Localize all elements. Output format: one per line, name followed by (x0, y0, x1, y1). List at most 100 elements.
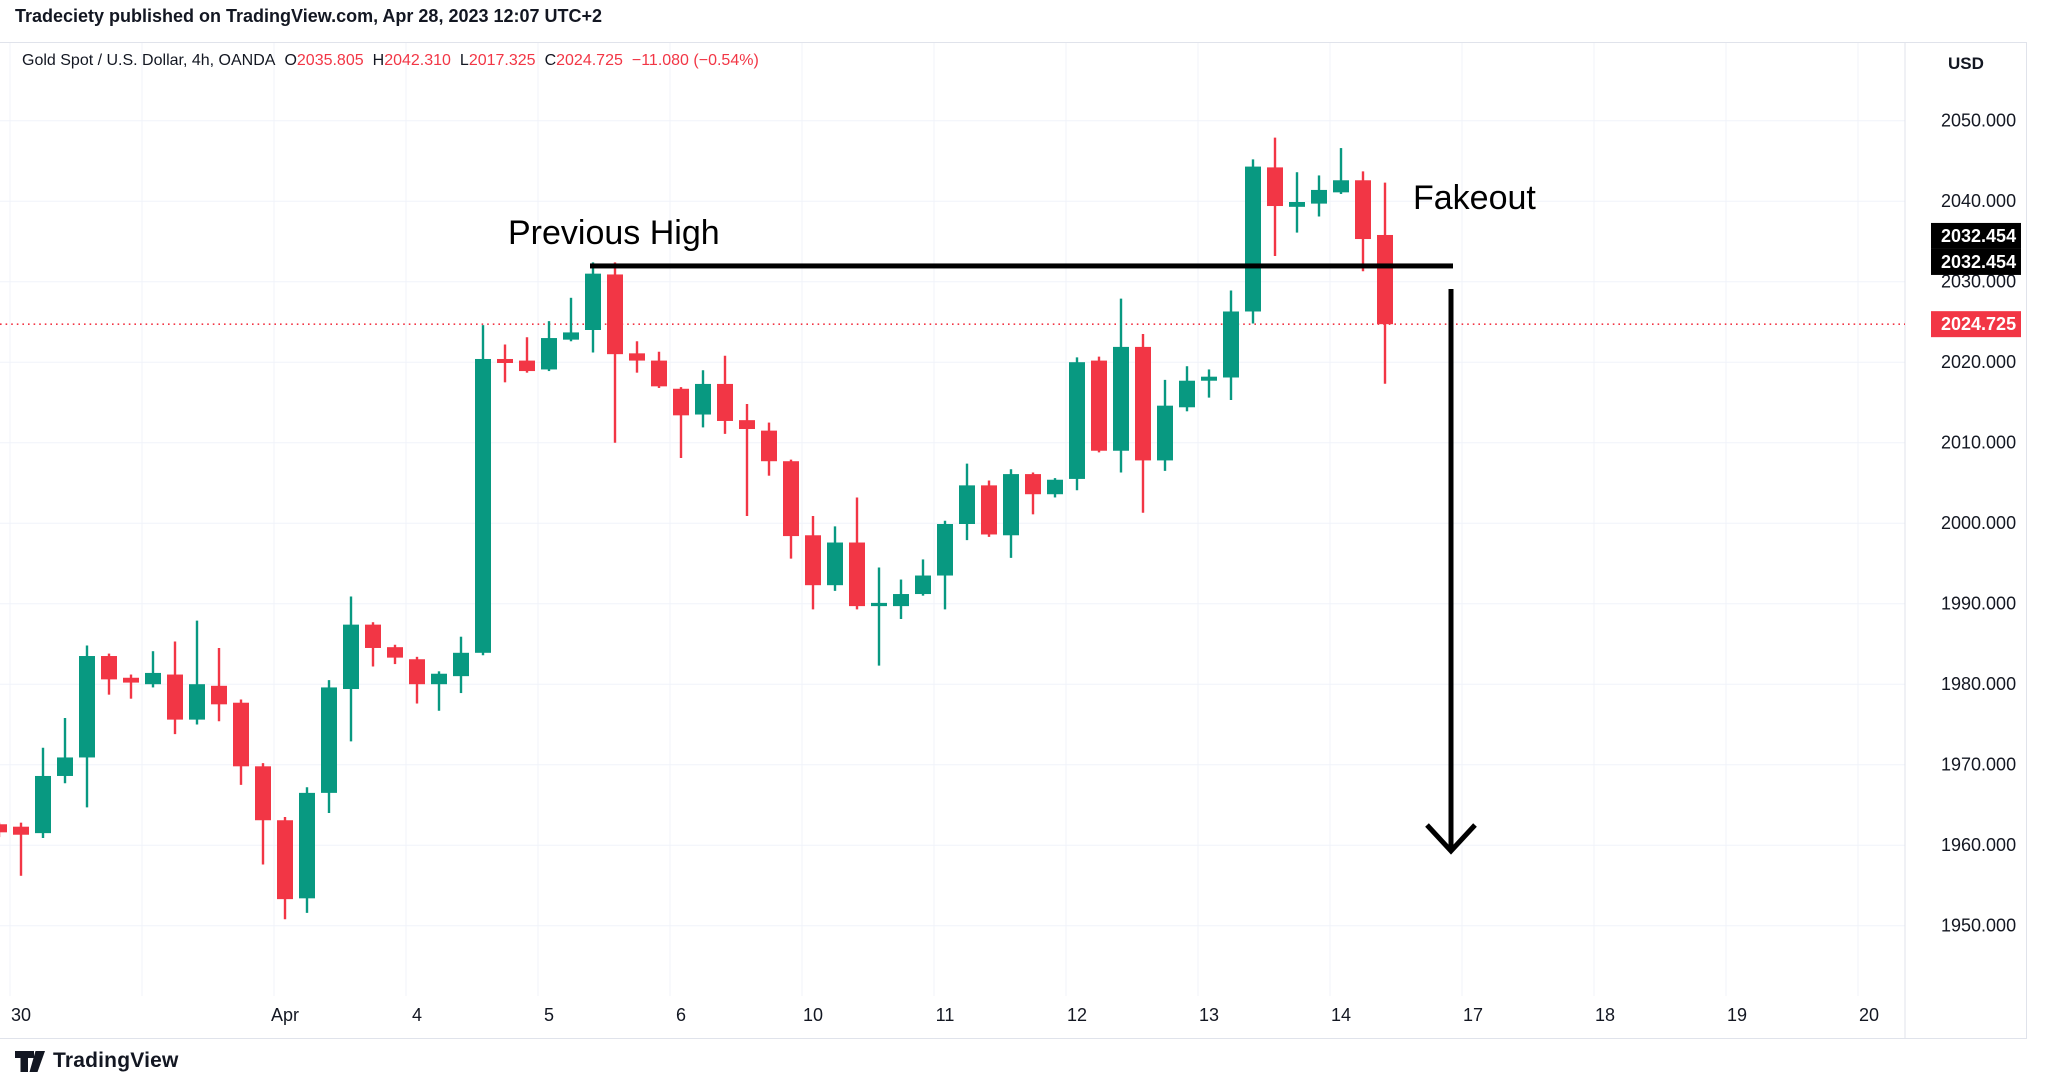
candle-body (673, 388, 689, 416)
candle-body (1223, 311, 1239, 378)
time-axis-label[interactable]: 10 (803, 1005, 823, 1025)
price-tick-label: 1990.000 (1941, 594, 2016, 614)
candle-body (1091, 360, 1107, 451)
candle-body (805, 535, 821, 586)
time-axis-label[interactable]: Apr (271, 1005, 299, 1025)
tradingview-footer[interactable]: TradingView (14, 1049, 179, 1073)
price-tick-label: 2030.000 (1941, 272, 2016, 292)
candle-body (167, 674, 183, 720)
time-axis-label[interactable]: 11 (936, 1005, 955, 1025)
price-tick-label: 1960.000 (1941, 835, 2016, 855)
legend-ohlc-key: H (372, 52, 385, 69)
candle-body (299, 792, 315, 899)
candle-body (739, 420, 755, 430)
time-axis-label[interactable]: 6 (676, 1005, 686, 1025)
candle-body (57, 757, 73, 776)
candle-body (1289, 202, 1305, 207)
candle-body (1355, 180, 1371, 240)
time-axis-label[interactable]: 14 (1331, 1005, 1351, 1025)
candle-body (189, 684, 205, 720)
candle-body (475, 358, 491, 653)
candle-body (431, 673, 447, 685)
fakeout-arrow-head[interactable] (1425, 823, 1477, 855)
fakeout-label[interactable]: Fakeout (1413, 179, 1536, 217)
candle-body (101, 656, 117, 680)
price-badge (1931, 222, 2021, 249)
candle-body (1135, 346, 1151, 461)
legend-ohlc-value: 2024.725 (556, 52, 623, 69)
price-tick-label: 2040.000 (1941, 191, 2016, 211)
candle-body (717, 383, 733, 421)
candle-body (915, 575, 931, 595)
candle-body (563, 332, 579, 340)
candle-body (1113, 346, 1129, 451)
price-tick-label: 2050.000 (1941, 111, 2016, 131)
price-badge-label: 2024.725 (1941, 314, 2016, 334)
time-axis-label[interactable]: 20 (1859, 1005, 1879, 1025)
candle-body (651, 360, 667, 387)
price-badge (1931, 311, 2021, 338)
time-axis-label[interactable]: 12 (1067, 1005, 1087, 1025)
legend-change: −11.080 (−0.54%) (631, 52, 759, 69)
symbol-legend[interactable]: Gold Spot / U.S. Dollar, 4h, OANDA O2035.… (22, 52, 759, 70)
candlestick-chart-canvas[interactable]: USD Previous High Fakeout 2050.000 2040.000 2… (0, 43, 2026, 1038)
candle-body (409, 659, 425, 685)
candle-body (497, 358, 513, 364)
candle-body (1179, 380, 1195, 408)
candle-body (35, 775, 51, 834)
legend-ohlc-key: C (544, 52, 557, 69)
time-axis-label[interactable]: 13 (1199, 1005, 1219, 1025)
candle-body (1047, 479, 1063, 495)
candle-body (343, 624, 359, 690)
candle-body (1267, 167, 1283, 207)
candle-body (321, 687, 337, 793)
candle-body (871, 602, 887, 607)
candle-body (1069, 362, 1085, 479)
candle-body (827, 542, 843, 586)
tradingview-logo-icon (15, 1050, 45, 1072)
attribution-text: Tradeciety published on TradingView.com,… (15, 6, 603, 26)
time-axis-label[interactable]: 19 (1727, 1005, 1747, 1025)
legend-ohlc-value: 2035.805 (296, 52, 364, 69)
candle-body (1025, 474, 1041, 495)
legend-ohlc-value: 2042.310 (384, 52, 451, 69)
candle-body (1003, 474, 1019, 536)
candle-body (959, 485, 975, 525)
price-axis-currency: USD (1948, 54, 1984, 73)
candle-body (1311, 189, 1327, 204)
price-badge (1931, 248, 2021, 275)
symbol-title: Gold Spot / U.S. Dollar, 4h, OANDA (22, 52, 276, 69)
chart-widget: Gold Spot / U.S. Dollar, 4h, OANDA O2035.… (0, 42, 2027, 1039)
candle-body (849, 542, 865, 607)
price-tick-label: 1980.000 (1941, 674, 2016, 694)
time-axis-label[interactable]: 4 (412, 1005, 422, 1025)
candle-body (277, 820, 293, 900)
price-tick-label: 2000.000 (1941, 513, 2016, 533)
candle-body (255, 766, 271, 821)
time-axis-label[interactable]: 30 (11, 1005, 31, 1025)
price-tick-label: 2020.000 (1941, 352, 2016, 372)
time-axis-label[interactable]: 5 (544, 1005, 554, 1025)
previous-high-label[interactable]: Previous High (508, 214, 720, 252)
legend-ohlc-key: O (284, 52, 297, 69)
candle-body (145, 672, 161, 685)
candle-body (453, 652, 469, 677)
price-badge-label: 2032.454 (1941, 252, 2016, 272)
time-axis-label[interactable]: 18 (1595, 1005, 1615, 1025)
candle-body (541, 338, 557, 370)
previous-high-line[interactable] (590, 263, 1453, 269)
time-axis-label[interactable]: 17 (1463, 1005, 1483, 1025)
candle-body (761, 430, 777, 462)
candle-body (629, 353, 645, 361)
legend-ohlc-value: 2017.325 (468, 52, 536, 69)
candle-body (365, 624, 381, 648)
candle-body (1377, 234, 1393, 325)
tradingview-brand-text: TradingView (53, 1049, 179, 1072)
price-badge-label: 2032.454 (1941, 226, 2016, 246)
candle-body (1157, 405, 1173, 461)
legend-ohlc-key: L (459, 52, 469, 69)
candle-body (893, 594, 909, 607)
candle-body (0, 824, 7, 833)
candle-body (981, 485, 997, 535)
